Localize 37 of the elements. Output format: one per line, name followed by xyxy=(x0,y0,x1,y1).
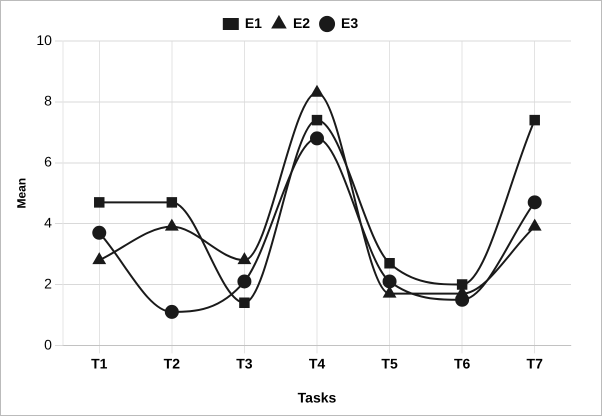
x-tick-label: T7 xyxy=(526,356,544,372)
y-tick-label: 10 xyxy=(36,32,52,48)
point xyxy=(166,220,178,231)
point xyxy=(382,274,397,288)
y-tick-label: 6 xyxy=(44,154,52,170)
y-tick-label: 4 xyxy=(44,214,52,230)
x-tick-label: T4 xyxy=(308,356,326,372)
point xyxy=(383,286,396,298)
legend-label: E2 xyxy=(292,14,310,31)
x-tick-label: T5 xyxy=(381,356,398,372)
point xyxy=(528,220,541,231)
x-axis-title: Tasks xyxy=(298,389,337,406)
point xyxy=(529,114,540,126)
point xyxy=(528,195,542,210)
y-tick-label: 0 xyxy=(44,336,52,352)
point xyxy=(93,253,106,264)
point xyxy=(239,298,250,308)
point xyxy=(164,304,179,319)
x-tick-label: T1 xyxy=(91,356,108,372)
y-axis-title: Mean xyxy=(14,178,29,209)
x-tick-label: T6 xyxy=(454,356,471,372)
x-tick-label: T3 xyxy=(236,356,253,372)
point xyxy=(310,131,324,146)
x-tick-label: T2 xyxy=(164,356,180,372)
point xyxy=(92,226,106,240)
point xyxy=(384,258,395,268)
point xyxy=(456,279,468,290)
point xyxy=(94,197,105,208)
y-tick-label: 8 xyxy=(44,92,52,109)
point xyxy=(312,114,322,126)
legend-label: E1 xyxy=(244,14,262,31)
point xyxy=(237,274,252,288)
y-tick-label: 2 xyxy=(44,275,52,292)
point xyxy=(166,197,178,208)
point xyxy=(310,86,324,97)
legend-label: E3 xyxy=(341,14,358,31)
point xyxy=(238,253,251,264)
